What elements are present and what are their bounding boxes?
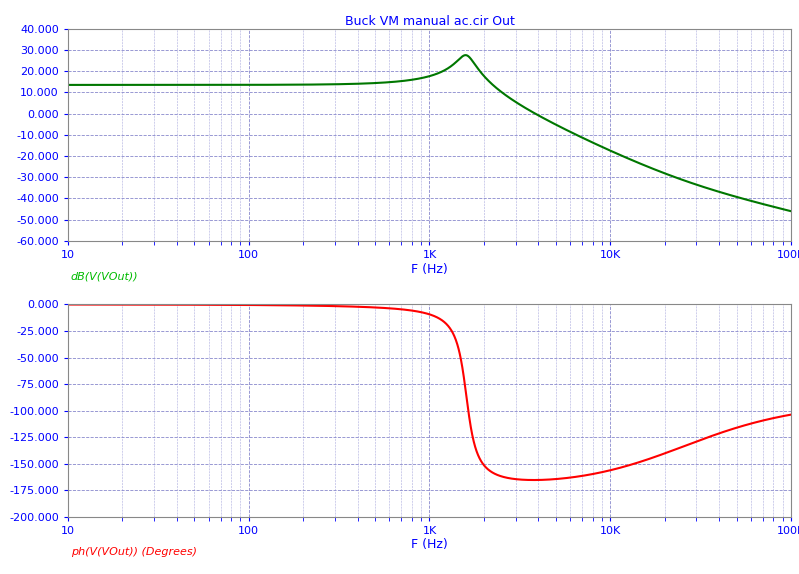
Title: Buck VM manual ac.cir Out: Buck VM manual ac.cir Out bbox=[344, 14, 515, 28]
X-axis label: F (Hz): F (Hz) bbox=[411, 263, 447, 276]
X-axis label: F (Hz): F (Hz) bbox=[411, 538, 447, 552]
Text: ph(V(VOut)) (Degrees): ph(V(VOut)) (Degrees) bbox=[70, 547, 197, 557]
Text: dB(V(VOut)): dB(V(VOut)) bbox=[70, 272, 138, 281]
